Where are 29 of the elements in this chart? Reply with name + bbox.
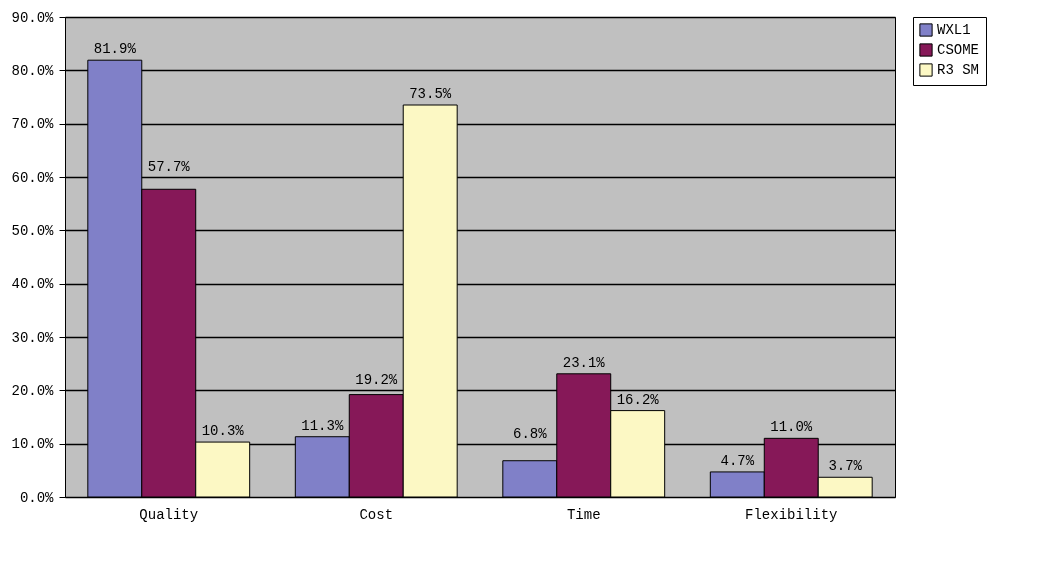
x-tick-label: Cost bbox=[359, 506, 394, 523]
y-tick-label: 40.0% bbox=[11, 276, 55, 293]
y-tick-label: 80.0% bbox=[11, 62, 55, 79]
y-tick-label: 20.0% bbox=[11, 382, 55, 399]
legend-label: WXL1 bbox=[937, 22, 971, 38]
data-label: 57.7% bbox=[147, 159, 191, 175]
y-tick-label: 50.0% bbox=[11, 222, 55, 239]
y-tick-label: 30.0% bbox=[11, 329, 55, 346]
data-label: 10.3% bbox=[201, 423, 245, 440]
y-tick-label: 10.0% bbox=[11, 436, 55, 453]
y-tick-label: 0.0% bbox=[19, 489, 55, 506]
x-tick-label: Time bbox=[566, 506, 601, 523]
legend-label: R3 SM bbox=[937, 62, 980, 78]
data-label: 23.1% bbox=[562, 354, 606, 371]
y-tick-label: 60.0% bbox=[11, 169, 55, 186]
data-label: 11.0% bbox=[770, 419, 813, 436]
data-label: 81.9% bbox=[93, 41, 137, 58]
data-label: 73.5% bbox=[409, 86, 452, 102]
x-tick-label: Flexibility bbox=[745, 506, 838, 523]
data-label: 6.8% bbox=[513, 425, 548, 442]
data-label: 19.2% bbox=[355, 372, 398, 389]
data-label: 3.7% bbox=[828, 458, 863, 475]
legend-label: CSOME bbox=[937, 42, 980, 58]
data-label: 16.2% bbox=[616, 391, 660, 408]
x-tick-label: Quality bbox=[139, 506, 199, 523]
data-label: 4.7% bbox=[720, 452, 755, 469]
data-label: 11.3% bbox=[301, 417, 344, 434]
y-tick-label: 90.0% bbox=[11, 9, 55, 26]
y-tick-label: 70.0% bbox=[11, 116, 55, 133]
